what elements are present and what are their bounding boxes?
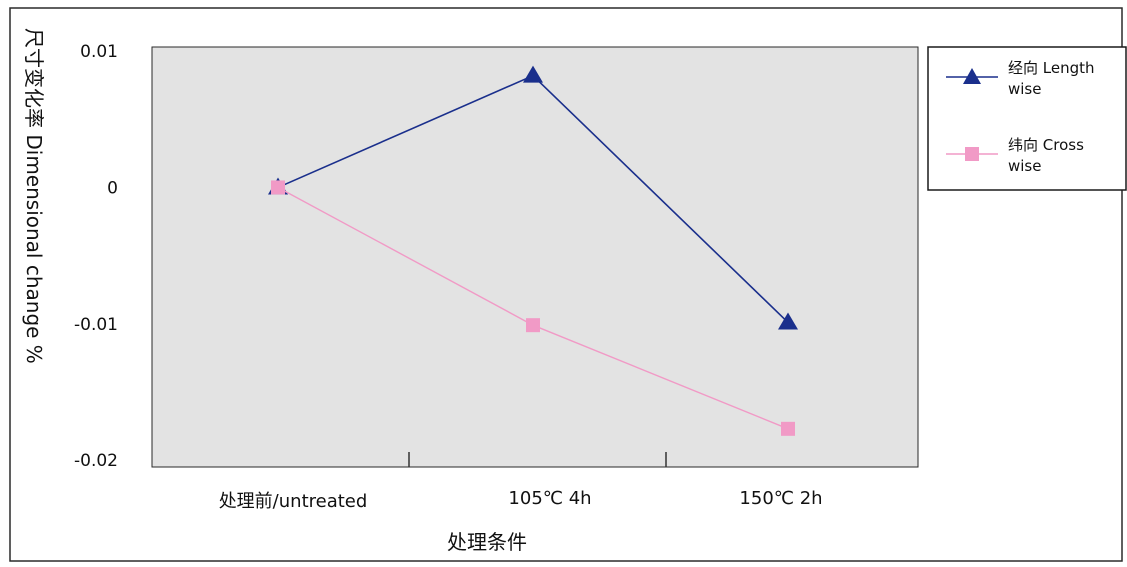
- series-layer: [268, 65, 798, 436]
- data-point-crosswise-1: [526, 318, 540, 333]
- legend-label-crosswise-line1: 纬向 Cross: [1008, 136, 1084, 154]
- data-point-lengthwise-2: [778, 312, 798, 330]
- legend-triangle-marker: [963, 68, 981, 84]
- y-tick-label: -0.02: [74, 451, 118, 471]
- data-point-crosswise-0: [271, 180, 285, 195]
- y-axis-title: 尺寸变化率 Dimensional change %: [22, 28, 46, 364]
- x-tick-label-untreated: 处理前/untreated: [219, 491, 368, 512]
- y-tick-label: -0.01: [74, 315, 118, 335]
- x-tick-label-150c: 150℃ 2h: [739, 488, 822, 509]
- data-point-lengthwise-1: [523, 65, 543, 83]
- legend-item-lengthwise: 经向 Length wise: [946, 59, 1095, 98]
- legend-label-lengthwise-line2: wise: [1008, 80, 1041, 98]
- x-axis-title: 处理条件: [447, 530, 527, 554]
- y-tick-label: 0: [107, 178, 118, 198]
- legend-label-crosswise-line2: wise: [1008, 157, 1041, 175]
- legend-square-marker: [965, 147, 979, 161]
- y-tick-labels: 0.01 0 -0.01 -0.02: [74, 42, 118, 471]
- plot-area: [151, 46, 919, 468]
- legend-item-crosswise: 纬向 Cross wise: [946, 136, 1084, 175]
- legend-box: [927, 46, 1127, 191]
- x-tick-label-105c: 105℃ 4h: [508, 488, 591, 509]
- legend-label-lengthwise-line1: 经向 Length: [1008, 59, 1095, 77]
- data-point-crosswise-2: [781, 421, 795, 436]
- y-tick-label: 0.01: [80, 42, 118, 62]
